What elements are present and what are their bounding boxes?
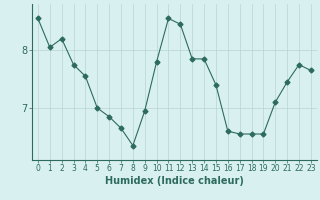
X-axis label: Humidex (Indice chaleur): Humidex (Indice chaleur) [105,176,244,186]
